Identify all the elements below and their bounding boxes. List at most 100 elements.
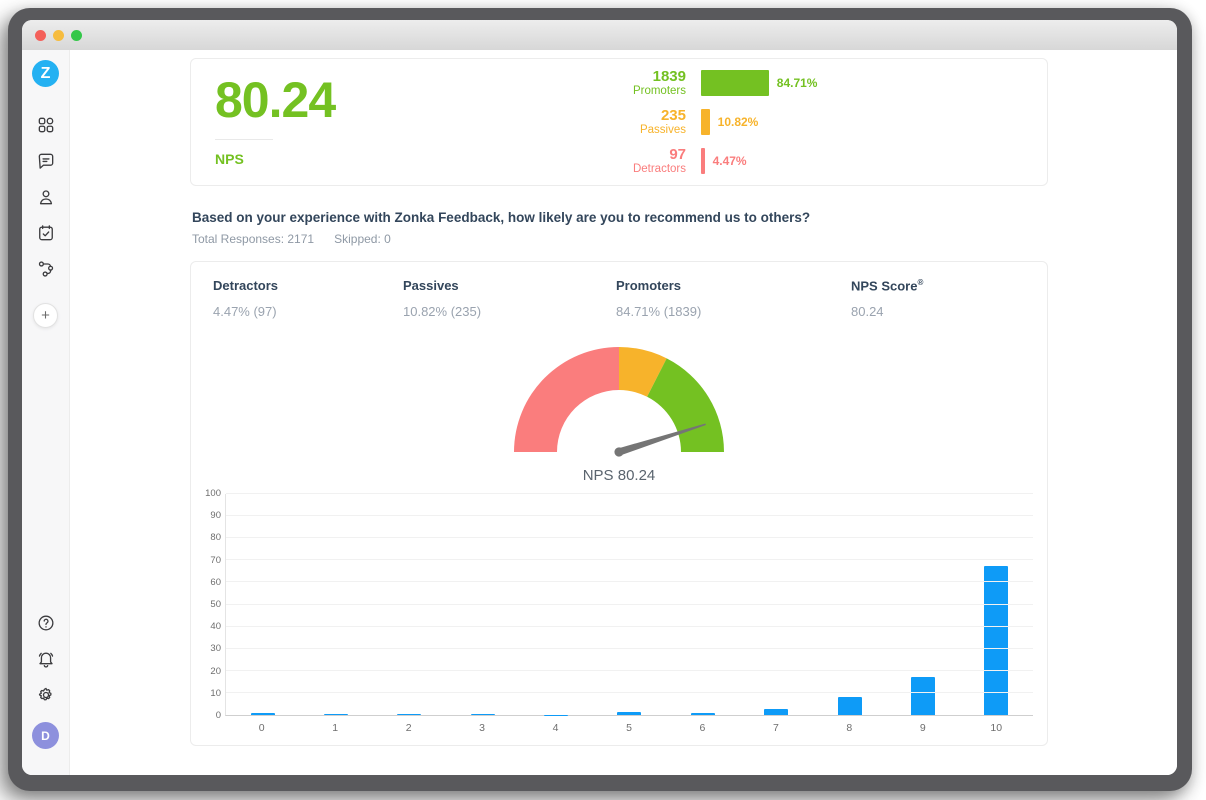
x-tick-6: 6 <box>699 722 706 734</box>
y-tick-70: 70 <box>210 554 221 566</box>
y-axis-labels: 0 10 20 30 40 50 60 70 80 90 100 <box>195 488 221 721</box>
contacts-icon <box>39 190 52 205</box>
x-tick-7: 7 <box>772 722 779 734</box>
detractors-count: 97 <box>669 145 686 163</box>
stat-value: 4.47% (97) <box>213 304 277 319</box>
app-window: Z <box>8 8 1192 791</box>
stat-passives: Passives 10.82% (235) <box>403 278 616 319</box>
notifications-icon <box>38 652 53 668</box>
stat-value: 84.71% (1839) <box>616 304 702 319</box>
gauge-needle <box>614 423 706 457</box>
x-tick-3: 3 <box>479 722 485 734</box>
y-tick-10: 10 <box>210 687 221 699</box>
x-tick-4: 4 <box>552 722 559 734</box>
y-tick-90: 90 <box>210 510 221 522</box>
stat-nps-score: NPS Score® 80.24 <box>851 278 1047 319</box>
x-axis-labels: 0 1 2 3 4 5 6 7 8 9 10 <box>225 722 1033 734</box>
promoters-bar <box>701 70 769 96</box>
help-icon <box>38 615 53 631</box>
notifications-button[interactable] <box>35 648 57 670</box>
x-tick-10: 10 <box>990 722 1003 734</box>
passives-count: 235 <box>660 106 686 124</box>
help-button[interactable] <box>35 612 57 634</box>
passives-row: 235 Passives 10.82% <box>591 105 817 139</box>
window-titlebar <box>22 20 1177 50</box>
y-tick-60: 60 <box>210 576 221 588</box>
x-tick-8: 8 <box>846 722 853 734</box>
passives-percent: 10.82% <box>717 115 759 129</box>
sidebar-item-feedback[interactable] <box>35 150 57 172</box>
sidebar: Z <box>22 50 70 775</box>
zoom-window-button[interactable] <box>71 29 82 41</box>
x-tick-9: 9 <box>919 722 926 734</box>
bar-score-8[interactable] <box>837 696 862 715</box>
sidebar-item-workflows[interactable] <box>35 258 57 280</box>
surveys-icon <box>38 225 53 241</box>
stat-detractors: Detractors 4.47% (97) <box>213 278 403 319</box>
y-tick-40: 40 <box>210 621 221 633</box>
stat-label: Promoters <box>616 278 682 293</box>
workflow-icon <box>38 261 53 277</box>
plot-area <box>225 493 1033 716</box>
stats-row: Detractors 4.47% (97) Passives 10.82% (2… <box>191 262 1047 319</box>
bar-score-6[interactable] <box>690 713 715 715</box>
gauge-chart <box>514 346 724 457</box>
settings-button[interactable] <box>35 684 57 706</box>
stat-label: NPS Score <box>851 278 918 294</box>
detractors-row: 97 Detractors 4.47% <box>591 144 817 178</box>
sidebar-item-dashboard[interactable] <box>35 114 57 136</box>
gauge-segment-detractors <box>514 347 619 452</box>
registered-mark: ® <box>917 278 924 287</box>
question-block: Based on your experience with Zonka Feed… <box>192 210 1048 246</box>
x-tick-1: 1 <box>332 722 339 734</box>
detractors-label: Detractors <box>632 163 686 176</box>
y-tick-80: 80 <box>210 532 221 544</box>
nps-gauge: NPS 80.24 <box>191 342 1047 484</box>
gauge-segment-promoters <box>647 358 724 452</box>
promoters-label: Promoters <box>632 85 686 98</box>
bar-score-2[interactable] <box>397 713 422 715</box>
add-button[interactable]: + <box>33 303 58 328</box>
nps-summary-card: 80.24 NPS 1839 Promoters <box>190 58 1048 186</box>
bar-score-0[interactable] <box>250 713 275 715</box>
passives-label: Passives <box>639 124 686 137</box>
stat-value: 10.82% (235) <box>403 304 482 319</box>
sidebar-item-contacts[interactable] <box>35 186 57 208</box>
x-tick-5: 5 <box>626 722 632 734</box>
zonka-logo-icon[interactable]: Z <box>32 60 59 87</box>
x-tick-2: 2 <box>405 722 412 734</box>
nps-score-label: NPS <box>215 151 244 167</box>
gauge-segment-passives <box>619 346 667 397</box>
bar-score-7[interactable] <box>764 709 789 715</box>
question-text: Based on your experience with Zonka Feed… <box>192 210 811 225</box>
total-responses: Total Responses: 2171 <box>192 232 315 246</box>
stat-promoters: Promoters 84.71% (1839) <box>616 278 851 319</box>
bar-score-3[interactable] <box>470 713 495 715</box>
avatar[interactable]: D <box>32 722 59 749</box>
promoters-count: 1839 <box>652 67 686 85</box>
minimize-window-button[interactable] <box>53 29 64 41</box>
y-tick-20: 20 <box>210 665 221 677</box>
promoters-row: 1839 Promoters 84.71% <box>591 66 818 100</box>
detractors-bar <box>701 148 705 174</box>
y-tick-50: 50 <box>210 599 221 610</box>
bar-score-10[interactable] <box>984 565 1009 715</box>
y-tick-0: 0 <box>215 710 221 721</box>
bar-score-5[interactable] <box>617 712 642 715</box>
close-window-button[interactable] <box>35 29 46 41</box>
sidebar-item-surveys[interactable] <box>35 222 57 244</box>
nps-bar-chart: 0 10 20 30 40 50 60 70 80 90 100 0 1 2 3 4 5 6 7 8 9 10 <box>195 488 1033 759</box>
nps-distribution: 1839 Promoters 84.71% 235 Passi <box>591 66 818 183</box>
stat-label: Detractors <box>213 278 279 293</box>
nps-score-value: 80.24 <box>215 72 336 128</box>
detractors-percent: 4.47% <box>712 154 747 168</box>
apps-icon <box>38 117 53 133</box>
y-tick-100: 100 <box>205 488 221 499</box>
y-tick-30: 30 <box>210 643 221 655</box>
bar-score-1[interactable] <box>324 714 349 715</box>
stat-value: 80.24 <box>851 304 884 320</box>
bar-score-9[interactable] <box>910 677 935 715</box>
skipped-count: Skipped: 0 <box>334 232 391 246</box>
nps-report-card: Detractors 4.47% (97) Passives 10.82% (2… <box>190 261 1048 746</box>
